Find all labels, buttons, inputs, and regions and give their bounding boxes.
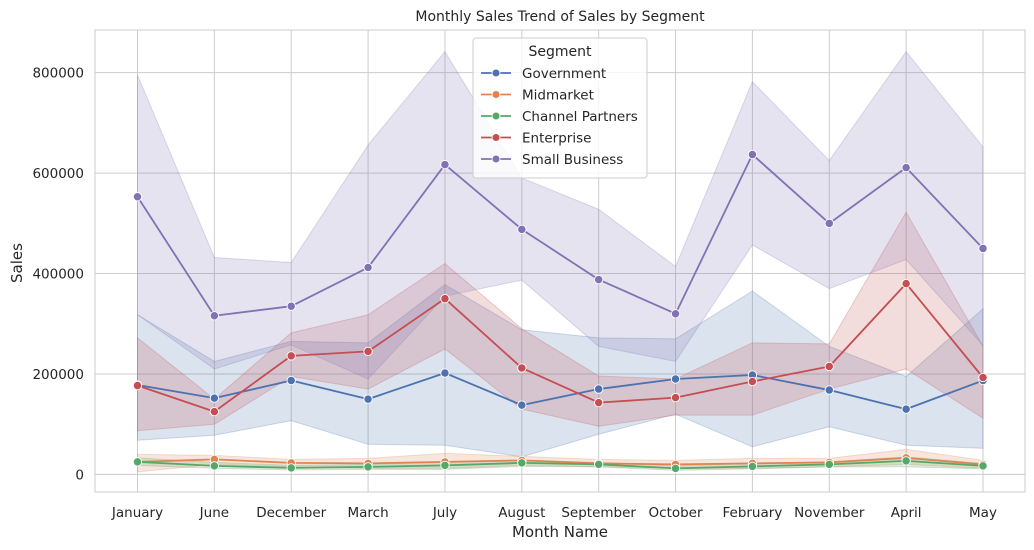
data-point-channel-partners [363, 462, 373, 472]
legend-marker-small-business [491, 154, 501, 164]
x-tick-label: August [498, 505, 545, 521]
x-tick-labels: January June December March July August Septem… [111, 505, 997, 521]
data-point-small-business [517, 224, 527, 235]
data-point-government [209, 393, 220, 403]
data-point-channel-partners [440, 460, 450, 471]
x-tick-label: May [969, 505, 997, 521]
series-lines [136, 153, 984, 470]
data-point-enterprise [824, 361, 834, 372]
x-axis-label: Month Name [512, 523, 608, 541]
legend-marker-midmarket [491, 90, 501, 99]
y-tick-labels: 0 200000 400000 600000 800000 [32, 66, 84, 484]
data-point-enterprise [517, 363, 527, 373]
data-point-small-business [209, 311, 220, 321]
data-point-small-business [440, 159, 450, 170]
data-point-small-business [747, 149, 758, 160]
legend-label-small-business: Small Business [522, 152, 623, 168]
data-point-small-business [901, 162, 911, 173]
legend-marker-enterprise [491, 133, 501, 142]
x-tick-label: November [794, 505, 865, 521]
legend-marker-government [491, 68, 501, 78]
confidence-band-small-business [137, 50, 984, 380]
x-tick-label: September [561, 505, 636, 521]
y-axis-label: Sales [8, 243, 26, 283]
legend: Segment Government Midmarket Channel Partn… [472, 37, 648, 179]
y-tick-label: 400000 [32, 267, 84, 283]
data-point-channel-partners [824, 459, 834, 470]
legend-items: Government Midmarket Channel Partners Enter… [481, 66, 638, 168]
data-point-enterprise [978, 372, 988, 383]
data-point-government [440, 368, 450, 378]
data-point-channel-partners [901, 456, 911, 466]
series-points [132, 149, 988, 474]
series-line-midmarket [137, 456, 984, 466]
legend-title: Segment [529, 44, 593, 60]
y-tick-label: 0 [75, 467, 84, 483]
series-line-government [137, 372, 984, 411]
data-point-enterprise [747, 376, 758, 387]
data-point-channel-partners [670, 463, 681, 474]
x-tick-label: October [649, 505, 703, 521]
data-point-small-business [363, 262, 373, 273]
data-point-government [286, 375, 296, 386]
series-line-channel-partners [137, 459, 984, 470]
data-point-government [824, 385, 834, 395]
data-point-small-business [594, 274, 604, 285]
y-tick-label: 600000 [32, 166, 84, 182]
legend-label-government: Government [522, 66, 606, 82]
data-point-government [670, 374, 681, 384]
x-tick-label: January [111, 505, 163, 521]
chart-title: Monthly Sales Trend of Sales by Segment [415, 9, 705, 25]
data-point-channel-partners [209, 461, 220, 471]
y-tick-label: 200000 [32, 367, 84, 383]
confidence-band-government [137, 284, 984, 458]
x-tick-label: December [256, 505, 326, 521]
legend-marker-channel-partners [491, 111, 501, 121]
data-point-small-business [978, 243, 988, 254]
data-point-channel-partners [132, 457, 143, 467]
data-point-government [901, 404, 911, 414]
confidence-band-enterprise [137, 211, 984, 432]
data-point-enterprise [901, 278, 911, 289]
x-tick-label: April [891, 505, 922, 521]
x-tick-label: July [432, 505, 457, 521]
data-point-enterprise [286, 351, 296, 361]
data-point-enterprise [209, 407, 220, 417]
data-point-enterprise [594, 397, 604, 408]
series-line-enterprise [137, 282, 984, 413]
data-point-channel-partners [978, 461, 988, 471]
data-point-small-business [132, 192, 143, 202]
legend-box [472, 37, 648, 179]
data-point-channel-partners [517, 458, 527, 468]
x-tick-label: February [722, 505, 782, 521]
plot-frame [94, 29, 1026, 493]
data-point-enterprise [363, 346, 373, 357]
data-point-small-business [824, 218, 834, 228]
legend-label-midmarket: Midmarket [522, 88, 594, 104]
y-tick-label: 800000 [32, 66, 84, 82]
data-point-enterprise [132, 380, 143, 391]
x-tick-label: June [199, 505, 229, 521]
data-point-channel-partners [594, 459, 604, 470]
legend-label-enterprise: Enterprise [522, 131, 591, 147]
data-point-channel-partners [747, 461, 758, 472]
x-tick-label: March [348, 505, 389, 521]
series-line-small-business [136, 153, 984, 317]
data-point-enterprise [670, 392, 681, 403]
data-point-government [517, 400, 527, 410]
data-point-small-business [670, 309, 681, 319]
data-point-government [594, 384, 604, 394]
data-point-small-business [286, 301, 296, 311]
legend-label-channel-partners: Channel Partners [522, 109, 638, 125]
data-point-government [363, 394, 373, 404]
data-point-enterprise [440, 294, 450, 304]
data-point-channel-partners [286, 463, 296, 473]
